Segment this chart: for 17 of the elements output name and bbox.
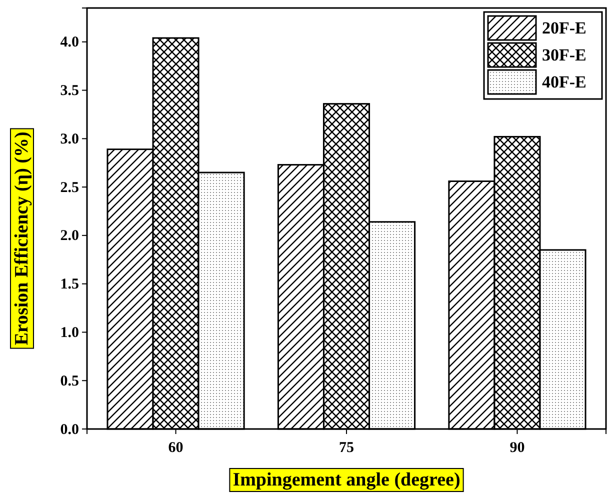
y-tick-label: 1.5 bbox=[60, 276, 79, 293]
legend-label: 40F-E bbox=[542, 72, 586, 92]
y-tick-label: 3.0 bbox=[60, 131, 79, 148]
y-tick-label: 0.5 bbox=[60, 373, 79, 390]
y-tick-label: 0.0 bbox=[60, 422, 79, 438]
y-tick-label: 1.0 bbox=[60, 325, 79, 342]
x-tick-label: 60 bbox=[168, 440, 184, 456]
x-tick-label: 75 bbox=[339, 440, 354, 456]
y-tick-label: 4.0 bbox=[60, 34, 79, 51]
y-tick-label: 2.5 bbox=[60, 180, 79, 196]
x-axis-title: Impingement angle (degree) bbox=[232, 470, 460, 490]
legend-label: 20F-E bbox=[542, 18, 586, 38]
legend-label: 30F-E bbox=[542, 46, 586, 64]
y-tick-label: 3.5 bbox=[60, 83, 79, 100]
y-tick-label: 2.0 bbox=[60, 228, 79, 244]
x-tick-label: 90 bbox=[510, 440, 525, 456]
y-axis-title: Erosion Efficiency (η) (%) bbox=[12, 132, 32, 346]
